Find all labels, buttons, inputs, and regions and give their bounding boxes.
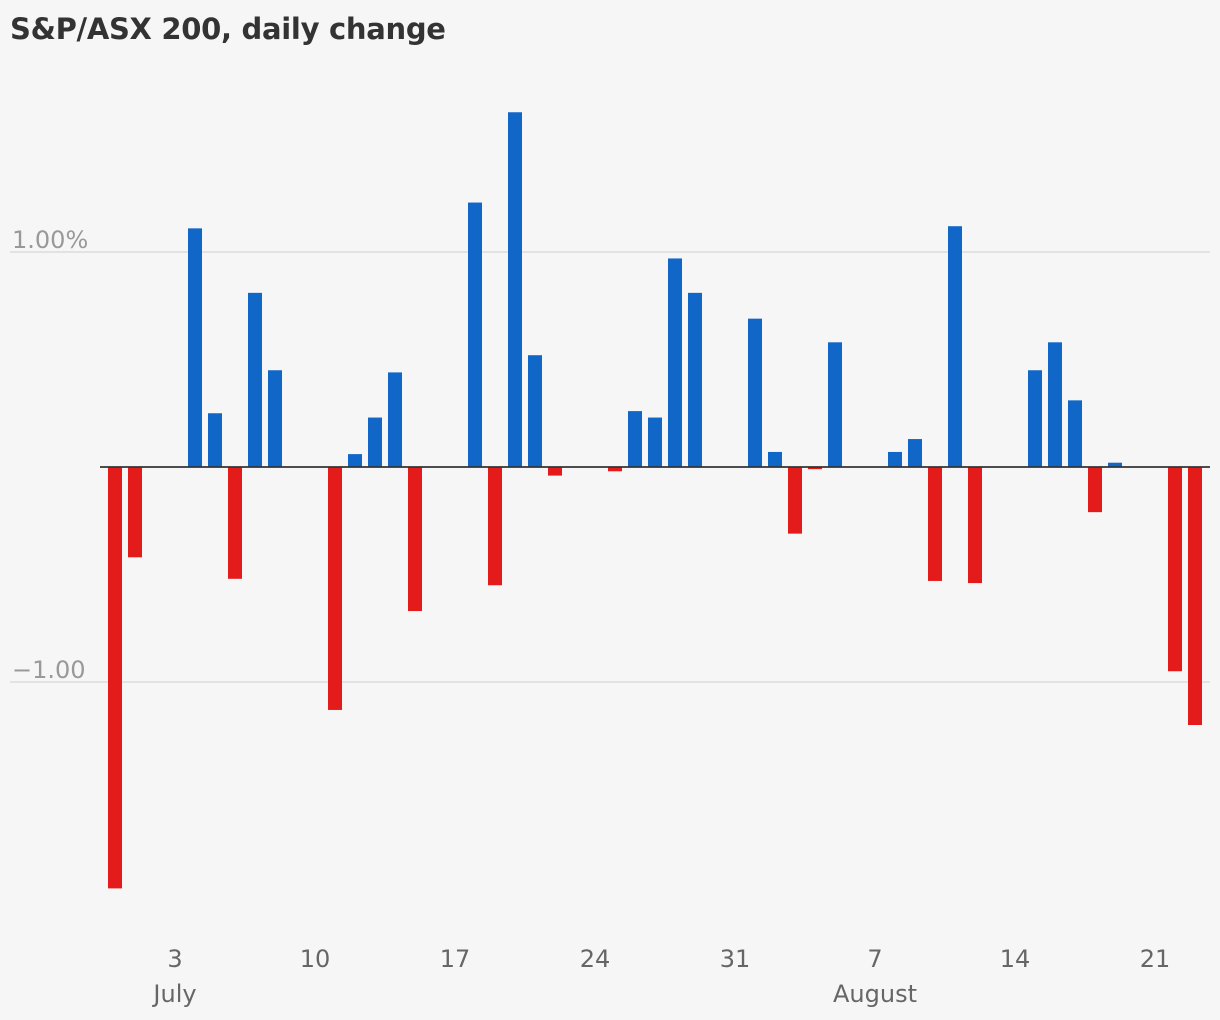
bar-16 — [548, 467, 562, 476]
bar-5 — [248, 292, 262, 467]
y-tick-label-1: −1.00 — [12, 656, 86, 684]
bar-3 — [208, 413, 222, 467]
bar-13 — [488, 467, 502, 586]
bar-24 — [788, 467, 802, 534]
bar-18 — [628, 411, 642, 467]
chart-title: S&P/ASX 200, daily change — [10, 12, 446, 46]
bar-36 — [1108, 462, 1122, 467]
x-tick-label-3: 24 — [580, 945, 611, 973]
bar-31 — [968, 467, 982, 584]
month-label-0: July — [151, 980, 196, 1008]
x-tick-label-1: 10 — [300, 945, 331, 973]
x-tick-label-0: 3 — [167, 945, 182, 973]
bar-7 — [328, 467, 342, 710]
bar-17 — [608, 467, 622, 472]
x-tick-label-5: 7 — [867, 945, 882, 973]
bar-20 — [668, 258, 682, 467]
bar-11 — [408, 467, 422, 612]
bar-30 — [948, 226, 962, 467]
x-tick-label-2: 17 — [440, 945, 471, 973]
y-tick-label-0: 1.00% — [12, 226, 88, 254]
bar-35 — [1088, 467, 1102, 513]
bar-4 — [228, 467, 242, 579]
month-label-1: August — [833, 980, 917, 1008]
bar-6 — [268, 370, 282, 467]
bar-0 — [108, 467, 122, 889]
bar-14 — [508, 112, 522, 467]
bar-25 — [808, 467, 822, 470]
bar-19 — [648, 417, 662, 467]
bar-23 — [768, 451, 782, 467]
bar-37 — [1168, 467, 1182, 672]
bar-38 — [1188, 467, 1202, 725]
bar-27 — [888, 451, 902, 467]
x-tick-label-6: 14 — [1000, 945, 1031, 973]
bar-8 — [348, 454, 362, 467]
bar-28 — [908, 439, 922, 467]
bar-22 — [748, 318, 762, 467]
bar-12 — [468, 202, 482, 468]
bar-26 — [828, 342, 842, 467]
x-tick-label-7: 21 — [1140, 945, 1171, 973]
bar-32 — [1028, 370, 1042, 467]
bar-21 — [688, 292, 702, 467]
bar-33 — [1048, 342, 1062, 467]
bar-9 — [368, 417, 382, 467]
bar-34 — [1068, 400, 1082, 467]
bar-10 — [388, 372, 402, 467]
bar-1 — [128, 467, 142, 558]
x-tick-label-4: 31 — [720, 945, 751, 973]
bar-15 — [528, 355, 542, 467]
bar-2 — [188, 228, 202, 467]
bar-29 — [928, 467, 942, 581]
